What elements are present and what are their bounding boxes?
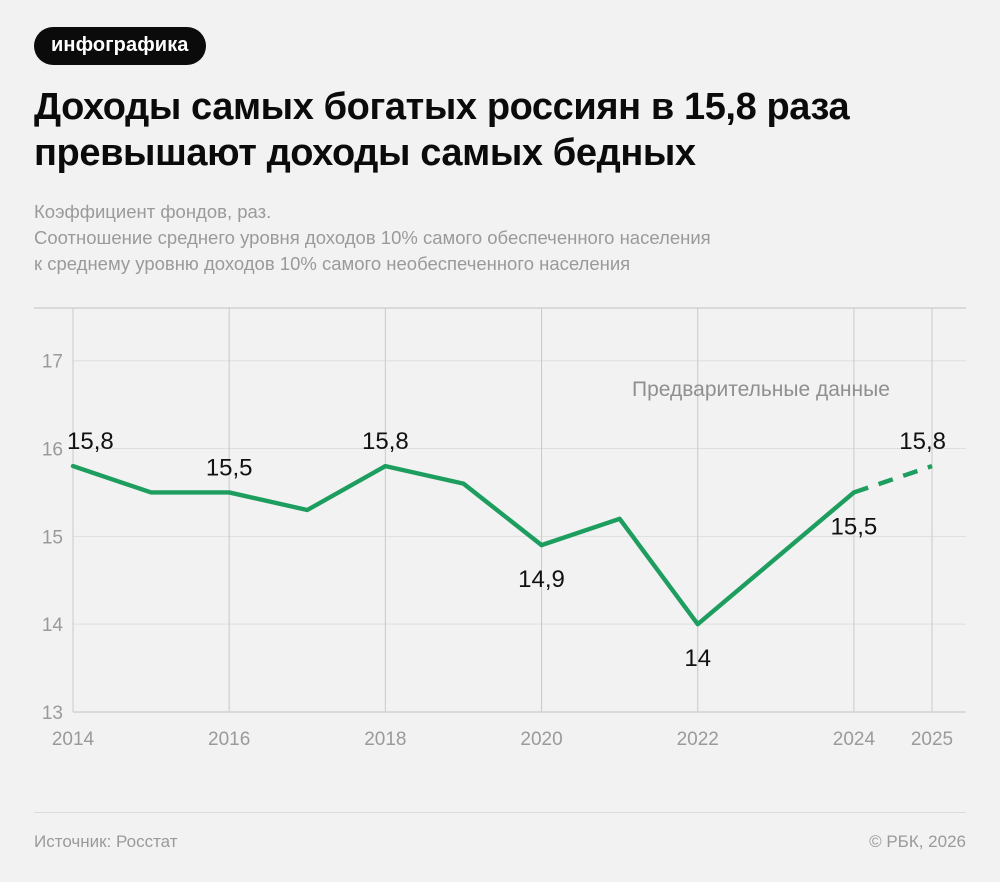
- y-axis-tick-label: 13: [42, 703, 63, 724]
- y-axis-tick-label: 15: [42, 527, 63, 548]
- badge-row: инфографика: [34, 0, 966, 65]
- copyright-note: © РБК, 2026: [869, 832, 966, 851]
- data-point-label: 14: [684, 645, 711, 672]
- x-axis-tick-label: 2024: [833, 729, 876, 750]
- chart-subtitle: Коэффициент фондов, раз. Соотношение сре…: [34, 199, 966, 278]
- infographic-badge: инфографика: [34, 27, 206, 65]
- data-line-actual: [70, 463, 857, 627]
- data-point-label: 15,5: [206, 454, 253, 481]
- x-axis-tick-label: 2025: [911, 729, 953, 750]
- subtitle-line-1: Коэффициент фондов, раз.: [34, 200, 272, 222]
- data-point-label: 15,8: [899, 428, 946, 455]
- data-point-label: 14,9: [518, 566, 565, 593]
- data-point-label: 15,8: [362, 428, 409, 455]
- x-axis-tick-label: 2020: [520, 729, 562, 750]
- footer: Источник: Росстат © РБК, 2026: [34, 812, 966, 852]
- data-line-preliminary: [853, 463, 933, 495]
- subtitle-line-2: Соотношение среднего уровня доходов 10% …: [34, 227, 711, 249]
- chart-canvas: 13 14 15 16 17 2014 2016 2018 2020 2022 2024 2025 15…: [34, 306, 966, 750]
- subtitle-line-3: к среднему уровню доходов 10% самого нео…: [34, 253, 631, 275]
- y-axis-tick-label: 16: [42, 439, 63, 460]
- x-axis-tick-label: 2022: [677, 729, 719, 750]
- preliminary-data-annotation: Предварительные данные: [632, 378, 890, 401]
- y-axis-tick-label: 14: [42, 615, 64, 636]
- x-axis-tick-label: 2016: [208, 729, 250, 750]
- data-point-label: 15,5: [831, 513, 878, 540]
- x-axis-tick-label: 2018: [364, 729, 406, 750]
- line-chart: 13 14 15 16 17 2014 2016 2018 2020 2022 2024 2025 15…: [34, 300, 966, 770]
- data-point-label: 15,8: [67, 428, 114, 455]
- x-axis-tick-label: 2014: [52, 729, 95, 750]
- page-title: Доходы самых богатых россиян в 15,8 раза…: [34, 86, 850, 174]
- y-axis-tick-label: 17: [42, 351, 63, 372]
- source-note: Источник: Росстат: [34, 832, 178, 851]
